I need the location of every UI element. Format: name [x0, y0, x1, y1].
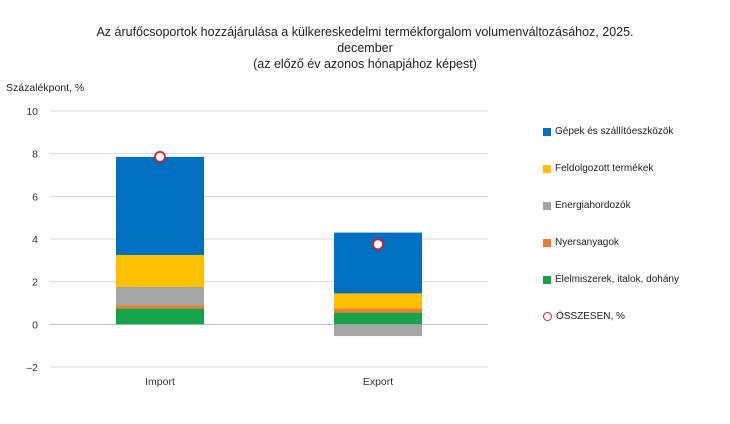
legend-label: Feldolgozott termékek: [555, 163, 654, 174]
y-tick-label: 4: [32, 234, 38, 246]
legend-swatch: [543, 238, 551, 247]
y-tick-label: 10: [26, 106, 38, 118]
legend-label: Gépek és szállítóeszközök: [555, 126, 674, 137]
bar-segment: [116, 156, 204, 255]
title-line-3: (az előző év azonos hónapjához képest): [253, 57, 477, 71]
y-tick-label: 6: [32, 191, 38, 203]
legend-item: Gépek és szállítóeszközök: [543, 126, 673, 137]
total-marker: [372, 238, 384, 251]
legend-label: ÖSSZESEN, %: [556, 311, 625, 322]
legend-label: Energiahordozók: [555, 200, 631, 211]
legend-swatch: [543, 275, 551, 284]
legend-label: Élelmiszerek, italok, dohány: [555, 274, 679, 285]
legend-item: Nyersanyagok: [543, 237, 619, 248]
y-axis-label: Százalékpont, %: [6, 82, 85, 94]
legend-swatch: [543, 127, 551, 136]
x-category-label: Import: [145, 376, 175, 388]
legend-swatch: [543, 164, 551, 173]
y-tick-label: 0: [32, 319, 38, 331]
bar-segment: [116, 305, 204, 309]
x-category-label: Export: [363, 376, 393, 388]
bar-segment: [116, 308, 204, 325]
legend-swatch: [543, 201, 551, 210]
bar-segment: [334, 308, 422, 313]
legend-item: Energiahordozók: [543, 200, 631, 211]
y-tick-label: 2: [32, 277, 38, 289]
legend-item: Feldolgozott termékek: [543, 163, 653, 174]
bar-segment: [334, 324, 422, 337]
bar-segment: [334, 312, 422, 325]
chart-title: Az árufőcsoportok hozzájárulása a külker…: [0, 24, 730, 72]
title-line-2: december: [337, 41, 393, 55]
legend-item: Élelmiszerek, italok, dohány: [543, 274, 679, 285]
total-ring-icon: [543, 312, 552, 321]
legend-item: ÖSSZESEN, %: [543, 311, 625, 322]
total-marker: [154, 150, 166, 163]
bar-segment: [116, 287, 204, 306]
bar-segment: [334, 293, 422, 309]
y-tick-label: –2: [26, 362, 38, 374]
title-line-1: Az árufőcsoportok hozzájárulása a külker…: [96, 25, 634, 39]
bar-segment: [116, 255, 204, 287]
legend-label: Nyersanyagok: [555, 237, 619, 248]
y-tick-label: 8: [32, 149, 38, 161]
